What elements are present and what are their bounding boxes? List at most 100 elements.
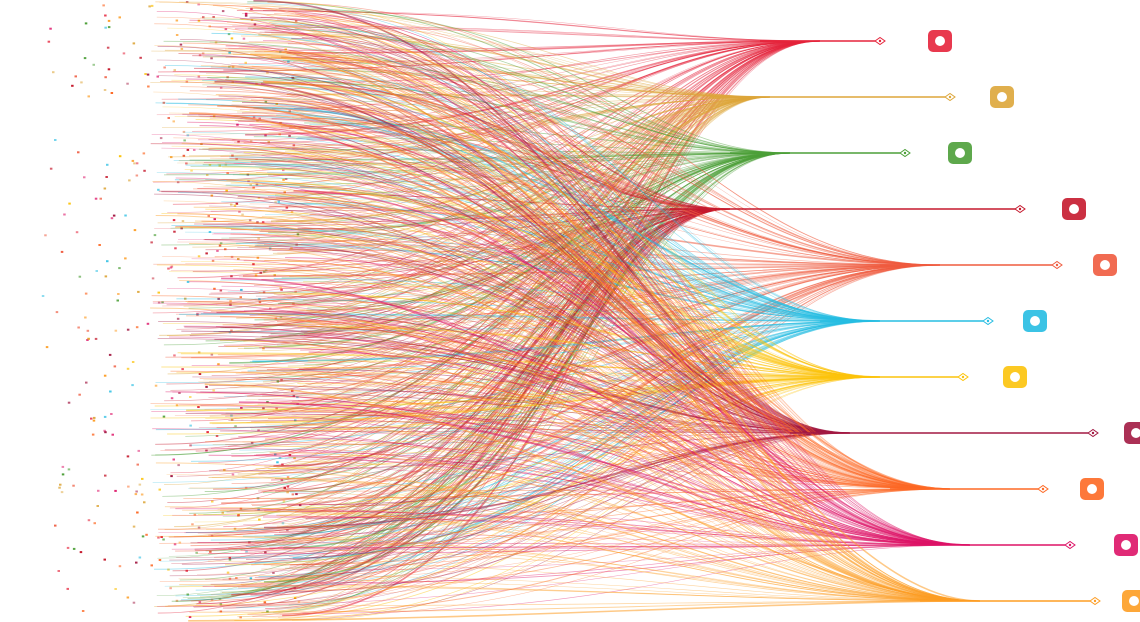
source-dot bbox=[146, 73, 150, 76]
source-dot bbox=[207, 215, 210, 217]
source-dot bbox=[219, 610, 223, 613]
source-dot bbox=[104, 26, 107, 29]
source-dot bbox=[241, 213, 244, 216]
source-dot bbox=[167, 267, 170, 270]
source-dot bbox=[210, 57, 213, 60]
flow-line bbox=[231, 320, 881, 559]
diamond-dot bbox=[878, 39, 882, 43]
flow-line bbox=[203, 239, 941, 266]
flow-line-strong bbox=[286, 40, 821, 54]
source-dot bbox=[104, 76, 107, 79]
flow-line bbox=[225, 432, 851, 446]
source-dot bbox=[221, 511, 224, 514]
flow-line bbox=[215, 93, 981, 602]
source-dot bbox=[178, 392, 181, 394]
source-dot bbox=[282, 178, 285, 181]
flow-line bbox=[250, 40, 821, 163]
source-dot bbox=[208, 25, 211, 28]
flow-line bbox=[155, 462, 981, 602]
source-dot bbox=[179, 43, 183, 46]
flow-line bbox=[181, 330, 851, 434]
flow-line bbox=[151, 411, 971, 546]
source-dot bbox=[228, 556, 232, 559]
source-dot bbox=[193, 513, 197, 516]
source-dot bbox=[279, 50, 282, 53]
flow-line bbox=[244, 188, 981, 602]
diamond-dot bbox=[961, 375, 965, 379]
source-dot bbox=[158, 559, 162, 561]
flow-line bbox=[215, 208, 731, 327]
flow-line bbox=[155, 535, 981, 602]
source-dot bbox=[230, 255, 234, 258]
source-dot bbox=[144, 73, 147, 75]
source-dot bbox=[44, 234, 47, 237]
flow-line bbox=[217, 432, 851, 612]
flow-line bbox=[296, 450, 971, 546]
flow-line bbox=[291, 37, 851, 434]
flow-line bbox=[252, 5, 981, 602]
flow-line bbox=[194, 208, 731, 225]
flow-line bbox=[196, 392, 951, 490]
flow-line bbox=[210, 157, 951, 490]
flow-line bbox=[228, 40, 821, 224]
source-dot bbox=[211, 500, 214, 503]
flow-line bbox=[189, 152, 791, 161]
source-dot bbox=[169, 587, 172, 590]
flow-line bbox=[265, 40, 821, 610]
flow-line bbox=[249, 264, 941, 419]
flow-line bbox=[265, 25, 821, 42]
flow-line bbox=[178, 96, 771, 162]
flow-line bbox=[294, 28, 971, 546]
flow-line bbox=[162, 40, 821, 307]
source-dot bbox=[114, 489, 117, 492]
flow-line bbox=[189, 152, 791, 514]
source-dot bbox=[234, 425, 237, 428]
flow-line bbox=[205, 55, 881, 322]
source-dot bbox=[224, 248, 227, 251]
flow-line bbox=[156, 40, 821, 116]
source-dot bbox=[237, 258, 240, 260]
flow-line bbox=[156, 59, 851, 434]
flow-line bbox=[257, 96, 771, 405]
source-dot bbox=[286, 491, 289, 494]
flow-line bbox=[220, 279, 881, 322]
flow-line bbox=[259, 96, 771, 338]
source-dot bbox=[158, 488, 161, 491]
source-dot bbox=[257, 508, 260, 511]
source-dot bbox=[93, 416, 96, 419]
flow-line bbox=[232, 25, 821, 42]
source-dot bbox=[206, 431, 209, 434]
flow-line bbox=[278, 376, 881, 620]
source-dot bbox=[208, 164, 212, 166]
goal-icon bbox=[1003, 366, 1027, 388]
source-dot bbox=[107, 68, 111, 71]
flow-line bbox=[239, 40, 821, 110]
flow-line bbox=[287, 208, 731, 312]
flow-line bbox=[150, 307, 981, 602]
diamond-dot bbox=[986, 319, 990, 323]
source-dot bbox=[78, 275, 82, 278]
source-dot bbox=[175, 404, 179, 407]
flow-line bbox=[159, 320, 881, 562]
flow-line bbox=[226, 114, 941, 266]
flow-line bbox=[166, 208, 731, 385]
flow-line bbox=[160, 81, 951, 490]
flow-line bbox=[194, 376, 881, 523]
source-dot bbox=[106, 46, 110, 49]
source-dot bbox=[230, 414, 233, 417]
flow-line bbox=[164, 208, 731, 402]
flow-line bbox=[175, 177, 971, 546]
flow-line bbox=[263, 244, 941, 266]
flow-line-strong bbox=[209, 376, 881, 424]
flow-line bbox=[159, 96, 771, 336]
flow-line bbox=[223, 69, 851, 434]
source-dot bbox=[77, 151, 80, 154]
flow-line bbox=[178, 578, 981, 602]
source-dot bbox=[138, 483, 142, 486]
flow-line bbox=[198, 427, 851, 434]
flow-line bbox=[248, 41, 941, 266]
source-dot bbox=[212, 115, 216, 118]
source-dot bbox=[280, 379, 283, 382]
flow-line bbox=[236, 10, 821, 42]
flow-line bbox=[258, 320, 881, 578]
